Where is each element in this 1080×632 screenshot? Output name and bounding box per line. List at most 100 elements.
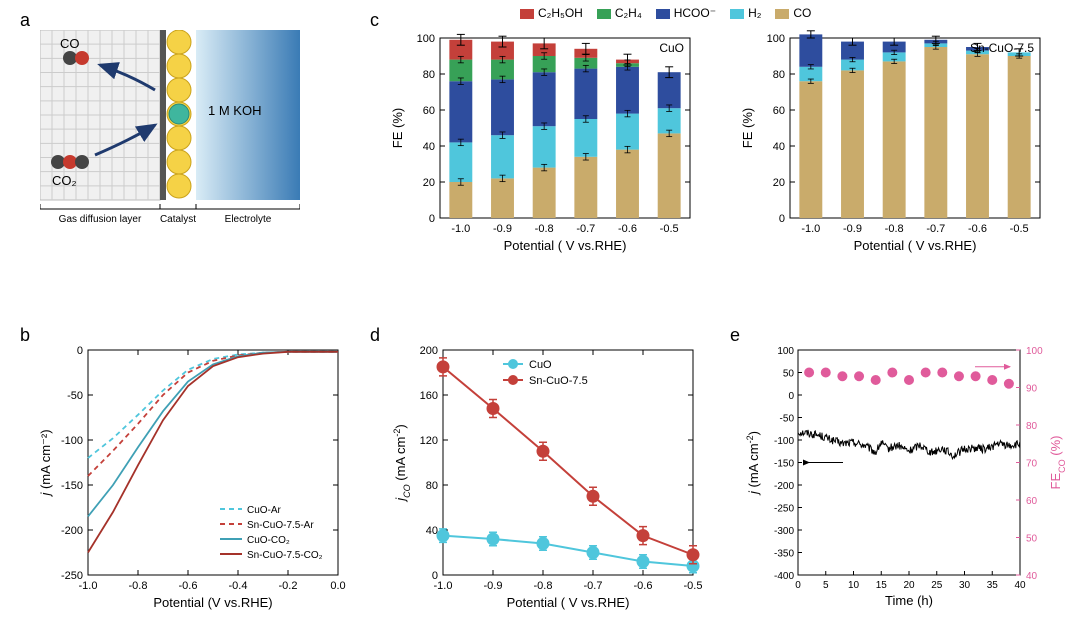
svg-text:-0.8: -0.8: [129, 580, 148, 592]
svg-text:-50: -50: [67, 390, 83, 402]
panel-label-b: b: [20, 325, 30, 346]
svg-text:35: 35: [987, 580, 999, 591]
svg-text:Catalyst: Catalyst: [160, 214, 196, 225]
legend-item: CO: [775, 6, 811, 20]
svg-text:20: 20: [423, 177, 435, 189]
svg-text:Sn-CuO-7.5: Sn-CuO-7.5: [529, 375, 588, 387]
svg-text:-300: -300: [774, 526, 794, 537]
legend-label: C₂H₄: [615, 6, 642, 20]
svg-text:120: 120: [420, 435, 438, 447]
svg-text:30: 30: [959, 580, 971, 591]
svg-text:-350: -350: [774, 549, 794, 560]
svg-text:5: 5: [823, 580, 829, 591]
svg-text:0: 0: [795, 580, 801, 591]
svg-text:100: 100: [777, 346, 794, 357]
svg-text:Time (h): Time (h): [885, 593, 933, 608]
svg-text:70: 70: [1026, 459, 1038, 470]
svg-text:-400: -400: [774, 571, 794, 582]
svg-text:-0.9: -0.9: [493, 223, 512, 235]
svg-text:Potential ( V vs.RHE): Potential ( V vs.RHE): [504, 238, 627, 253]
svg-text:-0.5: -0.5: [1010, 223, 1029, 235]
legend-swatch: [520, 9, 534, 19]
svg-text:60: 60: [1026, 496, 1038, 507]
svg-text:160: 160: [420, 390, 438, 402]
svg-text:Potential (V vs.RHE): Potential (V vs.RHE): [153, 595, 272, 610]
svg-text:-0.8: -0.8: [535, 223, 554, 235]
svg-text:-0.7: -0.7: [926, 223, 945, 235]
svg-text:Sn-CuO-7.5-CO₂: Sn-CuO-7.5-CO₂: [247, 550, 323, 561]
svg-text:-0.7: -0.7: [576, 223, 595, 235]
legend-item: C₂H₄: [597, 6, 642, 20]
svg-text:Potential ( V vs.RHE): Potential ( V vs.RHE): [854, 238, 977, 253]
svg-text:40: 40: [426, 525, 438, 537]
svg-text:CuO: CuO: [529, 359, 552, 371]
svg-text:FE (%): FE (%): [390, 108, 405, 148]
legend-swatch: [597, 9, 611, 19]
svg-text:-1.0: -1.0: [79, 580, 98, 592]
chart-c2-stacked-bar-sncuo: 020406080100Potential ( V vs.RHE)FE (%)-…: [735, 28, 1055, 263]
svg-text:1 M KOH: 1 M KOH: [208, 103, 261, 118]
svg-text:40: 40: [1014, 580, 1026, 591]
svg-text:0: 0: [788, 391, 794, 402]
svg-text:50: 50: [1026, 534, 1038, 545]
legend-item: HCOO⁻: [656, 6, 716, 20]
svg-text:-0.2: -0.2: [279, 580, 298, 592]
legend-label: C₂H₅OH: [538, 6, 583, 20]
panel-label-a: a: [20, 10, 30, 31]
svg-text:-0.4: -0.4: [229, 580, 248, 592]
panel-label-c: c: [370, 10, 379, 31]
svg-text:j (mA cm-2): j (mA cm-2): [745, 431, 761, 496]
svg-text:-100: -100: [61, 435, 83, 447]
legend-item: H₂: [730, 6, 761, 20]
svg-text:100: 100: [1026, 346, 1043, 357]
svg-text:-0.7: -0.7: [584, 580, 603, 592]
svg-text:0: 0: [77, 345, 83, 357]
top-legend: C₂H₅OH C₂H₄ HCOO⁻ H₂ CO: [520, 6, 825, 20]
svg-text:Sn-CuO-7.5: Sn-CuO-7.5: [970, 41, 1034, 55]
svg-text:CO₂: CO₂: [52, 173, 77, 188]
legend-swatch: [656, 9, 670, 19]
svg-text:-0.5: -0.5: [660, 223, 679, 235]
panel-label-e: e: [730, 325, 740, 346]
svg-text:jCO (mA cm-2): jCO (mA cm-2): [392, 424, 412, 502]
svg-text:Gas diffusion layer: Gas diffusion layer: [59, 214, 142, 225]
legend-swatch: [730, 9, 744, 19]
svg-text:-0.8: -0.8: [885, 223, 904, 235]
legend-label: CO: [793, 6, 811, 20]
svg-text:Sn-CuO-7.5-Ar: Sn-CuO-7.5-Ar: [247, 520, 314, 531]
svg-text:-0.6: -0.6: [179, 580, 198, 592]
svg-text:-1.0: -1.0: [801, 223, 820, 235]
svg-text:-0.6: -0.6: [618, 223, 637, 235]
svg-text:60: 60: [773, 105, 785, 117]
svg-text:0: 0: [429, 213, 435, 225]
svg-text:-150: -150: [61, 480, 83, 492]
svg-text:CuO-Ar: CuO-Ar: [247, 505, 282, 516]
svg-text:-0.6: -0.6: [968, 223, 987, 235]
svg-text:Electrolyte: Electrolyte: [225, 214, 272, 225]
svg-text:-250: -250: [774, 504, 794, 515]
svg-text:-150: -150: [774, 459, 794, 470]
svg-text:CuO-CO₂: CuO-CO₂: [247, 535, 290, 546]
svg-text:-0.6: -0.6: [634, 580, 653, 592]
svg-text:CO: CO: [60, 36, 80, 51]
svg-text:-0.5: -0.5: [684, 580, 703, 592]
chart-b-lsv: 0-50-100-150-200-250-1.0-0.8-0.6-0.4-0.2…: [30, 340, 350, 620]
legend-item: C₂H₅OH: [520, 6, 583, 20]
svg-text:-1.0: -1.0: [451, 223, 470, 235]
svg-text:40: 40: [773, 141, 785, 153]
svg-text:FECO (%): FECO (%): [1048, 436, 1067, 490]
svg-text:25: 25: [931, 580, 943, 591]
svg-text:100: 100: [417, 33, 435, 45]
legend-swatch: [775, 9, 789, 19]
svg-text:40: 40: [423, 141, 435, 153]
svg-text:15: 15: [876, 580, 888, 591]
svg-text:-1.0: -1.0: [434, 580, 453, 592]
svg-text:-0.8: -0.8: [534, 580, 553, 592]
panel-a-schematic: CO CO₂ 1 M KOH Gas diffusion layer Catalyst E…: [40, 30, 300, 245]
svg-text:60: 60: [423, 105, 435, 117]
svg-text:-0.9: -0.9: [484, 580, 503, 592]
svg-text:0: 0: [779, 213, 785, 225]
svg-text:-50: -50: [780, 414, 795, 425]
svg-text:90: 90: [1026, 384, 1038, 395]
svg-text:80: 80: [423, 69, 435, 81]
